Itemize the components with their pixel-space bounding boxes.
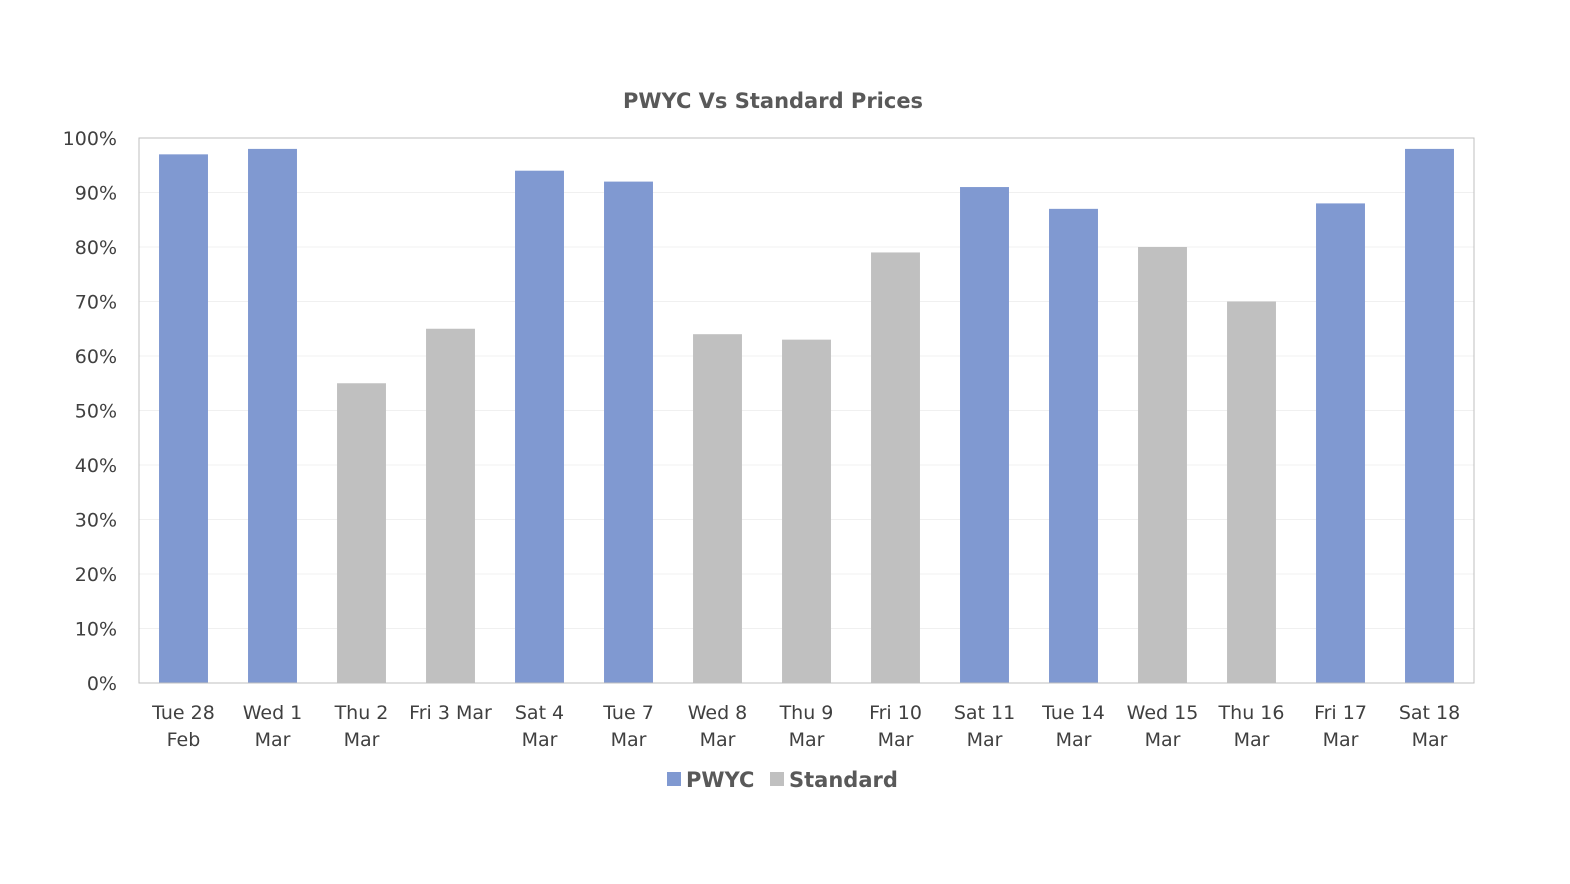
- x-tick-label: Sat 18 Mar: [1399, 702, 1460, 751]
- x-tick-label: Tue 14 Mar: [1041, 702, 1105, 751]
- y-tick-label: 40%: [75, 455, 117, 477]
- x-tick-label: Thu 9 Mar: [779, 702, 834, 751]
- bar-pwyc: [960, 187, 1009, 684]
- bar-pwyc: [1316, 203, 1365, 683]
- x-tick-label: Fri 17 Mar: [1314, 702, 1367, 751]
- bar-standard: [337, 383, 386, 683]
- bar-pwyc: [515, 170, 564, 683]
- x-tick-label: Sat 11 Mar: [954, 702, 1015, 751]
- x-tick-label: Fri 10 Mar: [869, 702, 922, 751]
- chart-title: PWYC Vs Standard Prices: [623, 89, 923, 113]
- legend-swatch-standard: [770, 772, 784, 786]
- bar-standard: [871, 252, 920, 683]
- y-tick-label: 50%: [75, 401, 117, 423]
- x-tick-label: Wed 1 Mar: [243, 702, 303, 751]
- x-tick-label: Thu 16 Mar: [1218, 702, 1285, 751]
- bars: [159, 148, 1454, 684]
- y-tick-label: 80%: [75, 237, 117, 259]
- bar-pwyc: [248, 148, 297, 683]
- x-tick-label: Thu 2 Mar: [334, 702, 389, 751]
- x-tick-label: Wed 8 Mar: [688, 702, 748, 751]
- x-tick-label: Tue 28 Feb: [151, 702, 215, 751]
- bar-standard: [782, 339, 831, 683]
- legend: PWYC Standard: [667, 768, 898, 792]
- plot-area-frame: [138, 137, 1475, 684]
- bar-pwyc: [604, 181, 653, 683]
- y-tick-label: 100%: [63, 128, 117, 150]
- y-axis-ticks: 0% 10% 20% 30% 40% 50% 60% 70% 80% 90% 100%: [63, 128, 117, 695]
- x-tick-label: Wed 15 Mar: [1127, 702, 1199, 751]
- x-tick-label: Tue 7 Mar: [602, 702, 654, 751]
- legend-label-standard: Standard: [789, 768, 898, 792]
- x-tick-label: Sat 4 Mar: [515, 702, 564, 751]
- bar-standard: [1138, 247, 1187, 683]
- y-tick-label: 90%: [75, 183, 117, 205]
- bar-pwyc: [159, 154, 208, 684]
- y-tick-label: 10%: [75, 619, 117, 641]
- y-tick-label: 60%: [75, 346, 117, 368]
- y-tick-label: 70%: [75, 292, 117, 314]
- bar-pwyc: [1405, 148, 1454, 683]
- bar-standard: [693, 334, 742, 683]
- legend-swatch-pwyc: [667, 772, 681, 786]
- y-tick-label: 20%: [75, 564, 117, 586]
- x-tick-label: Fri 3 Mar: [409, 702, 492, 724]
- bar-standard: [426, 328, 475, 683]
- y-tick-label: 0%: [87, 673, 117, 695]
- bar-standard: [1227, 301, 1276, 683]
- y-tick-label: 30%: [75, 510, 117, 532]
- legend-label-pwyc: PWYC: [686, 768, 754, 792]
- bar-pwyc: [1049, 208, 1098, 683]
